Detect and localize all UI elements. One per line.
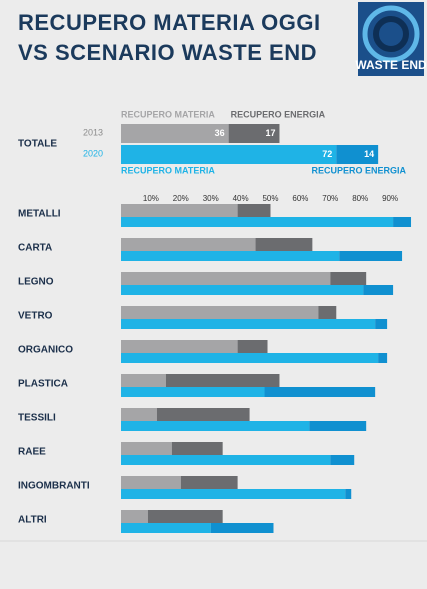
bar bbox=[330, 272, 367, 285]
bar bbox=[121, 455, 331, 465]
bar bbox=[165, 374, 280, 387]
year-label: 2013 bbox=[83, 127, 103, 137]
category-label: LEGNO bbox=[18, 277, 54, 288]
x-tick-label: 30% bbox=[203, 194, 219, 203]
year-label: 2020 bbox=[83, 148, 103, 158]
bar bbox=[255, 238, 313, 251]
total-value-label: 17 bbox=[265, 128, 275, 138]
bar bbox=[121, 217, 394, 227]
bar bbox=[121, 340, 238, 353]
bar bbox=[330, 455, 355, 465]
logo: WASTE END bbox=[355, 2, 427, 76]
category-label: ORGANICO bbox=[18, 345, 73, 356]
logo-box bbox=[358, 2, 424, 76]
x-tick-label: 60% bbox=[292, 194, 308, 203]
bar bbox=[121, 251, 340, 261]
total-label: TOTALE bbox=[18, 139, 57, 150]
x-tick-label: 40% bbox=[233, 194, 249, 203]
logo-text: WASTE END bbox=[355, 58, 427, 72]
category-label: PLASTICA bbox=[18, 379, 68, 390]
bar bbox=[309, 421, 367, 431]
bar bbox=[121, 353, 379, 363]
total-bar bbox=[121, 124, 229, 143]
total-bar bbox=[336, 145, 379, 164]
bar bbox=[121, 306, 319, 319]
chart-title: VS SCENARIO WASTE END bbox=[18, 40, 317, 65]
category-label: INGOMBRANTI bbox=[18, 481, 90, 492]
category-label: VETRO bbox=[18, 311, 53, 322]
bar bbox=[393, 217, 412, 227]
bar bbox=[264, 387, 376, 397]
logo-ring bbox=[362, 5, 420, 63]
category-label: CARTA bbox=[18, 243, 52, 254]
category-label: TESSILI bbox=[18, 413, 56, 424]
category-label: ALTRI bbox=[18, 515, 47, 526]
bar bbox=[121, 387, 265, 397]
bar bbox=[156, 408, 250, 421]
category-label: METALLI bbox=[18, 209, 61, 220]
x-tick-label: 50% bbox=[262, 194, 278, 203]
legend-label: RECUPERO MATERIA bbox=[121, 109, 215, 119]
logo-ring bbox=[373, 16, 409, 52]
bar bbox=[121, 408, 157, 421]
legend-label: RECUPERO ENERGIA bbox=[231, 109, 326, 119]
bar bbox=[121, 523, 211, 533]
bar bbox=[147, 510, 223, 523]
bar bbox=[121, 442, 172, 455]
bar bbox=[318, 306, 337, 319]
chart-title: RECUPERO MATERIA OGGI bbox=[18, 10, 321, 35]
x-tick-label: 70% bbox=[322, 194, 338, 203]
bar bbox=[237, 204, 271, 217]
bar bbox=[180, 476, 238, 489]
bar bbox=[210, 523, 274, 533]
bar bbox=[363, 285, 394, 295]
bar bbox=[339, 251, 403, 261]
bar bbox=[121, 374, 166, 387]
bar bbox=[121, 204, 238, 217]
total-bar bbox=[121, 145, 337, 164]
bar bbox=[121, 285, 364, 295]
category-label: RAEE bbox=[18, 447, 46, 458]
bar bbox=[121, 476, 181, 489]
bar bbox=[378, 353, 388, 363]
bar bbox=[171, 442, 223, 455]
total-value-label: 14 bbox=[364, 149, 374, 159]
bar bbox=[121, 489, 346, 499]
bar bbox=[121, 510, 148, 523]
bar bbox=[121, 319, 376, 329]
x-tick-label: 90% bbox=[382, 194, 398, 203]
legend-label: RECUPERO MATERIA bbox=[121, 165, 215, 175]
bar bbox=[121, 238, 256, 251]
bar bbox=[237, 340, 268, 353]
x-tick-label: 20% bbox=[173, 194, 189, 203]
legend-label: RECUPERO ENERGIA bbox=[311, 165, 406, 175]
bar bbox=[345, 489, 352, 499]
total-bar bbox=[228, 124, 280, 143]
bar bbox=[375, 319, 388, 329]
total-value-label: 72 bbox=[322, 149, 332, 159]
total-value-label: 36 bbox=[215, 128, 225, 138]
bar bbox=[121, 421, 310, 431]
bar bbox=[121, 272, 331, 285]
x-tick-label: 80% bbox=[352, 194, 368, 203]
x-tick-label: 10% bbox=[143, 194, 159, 203]
